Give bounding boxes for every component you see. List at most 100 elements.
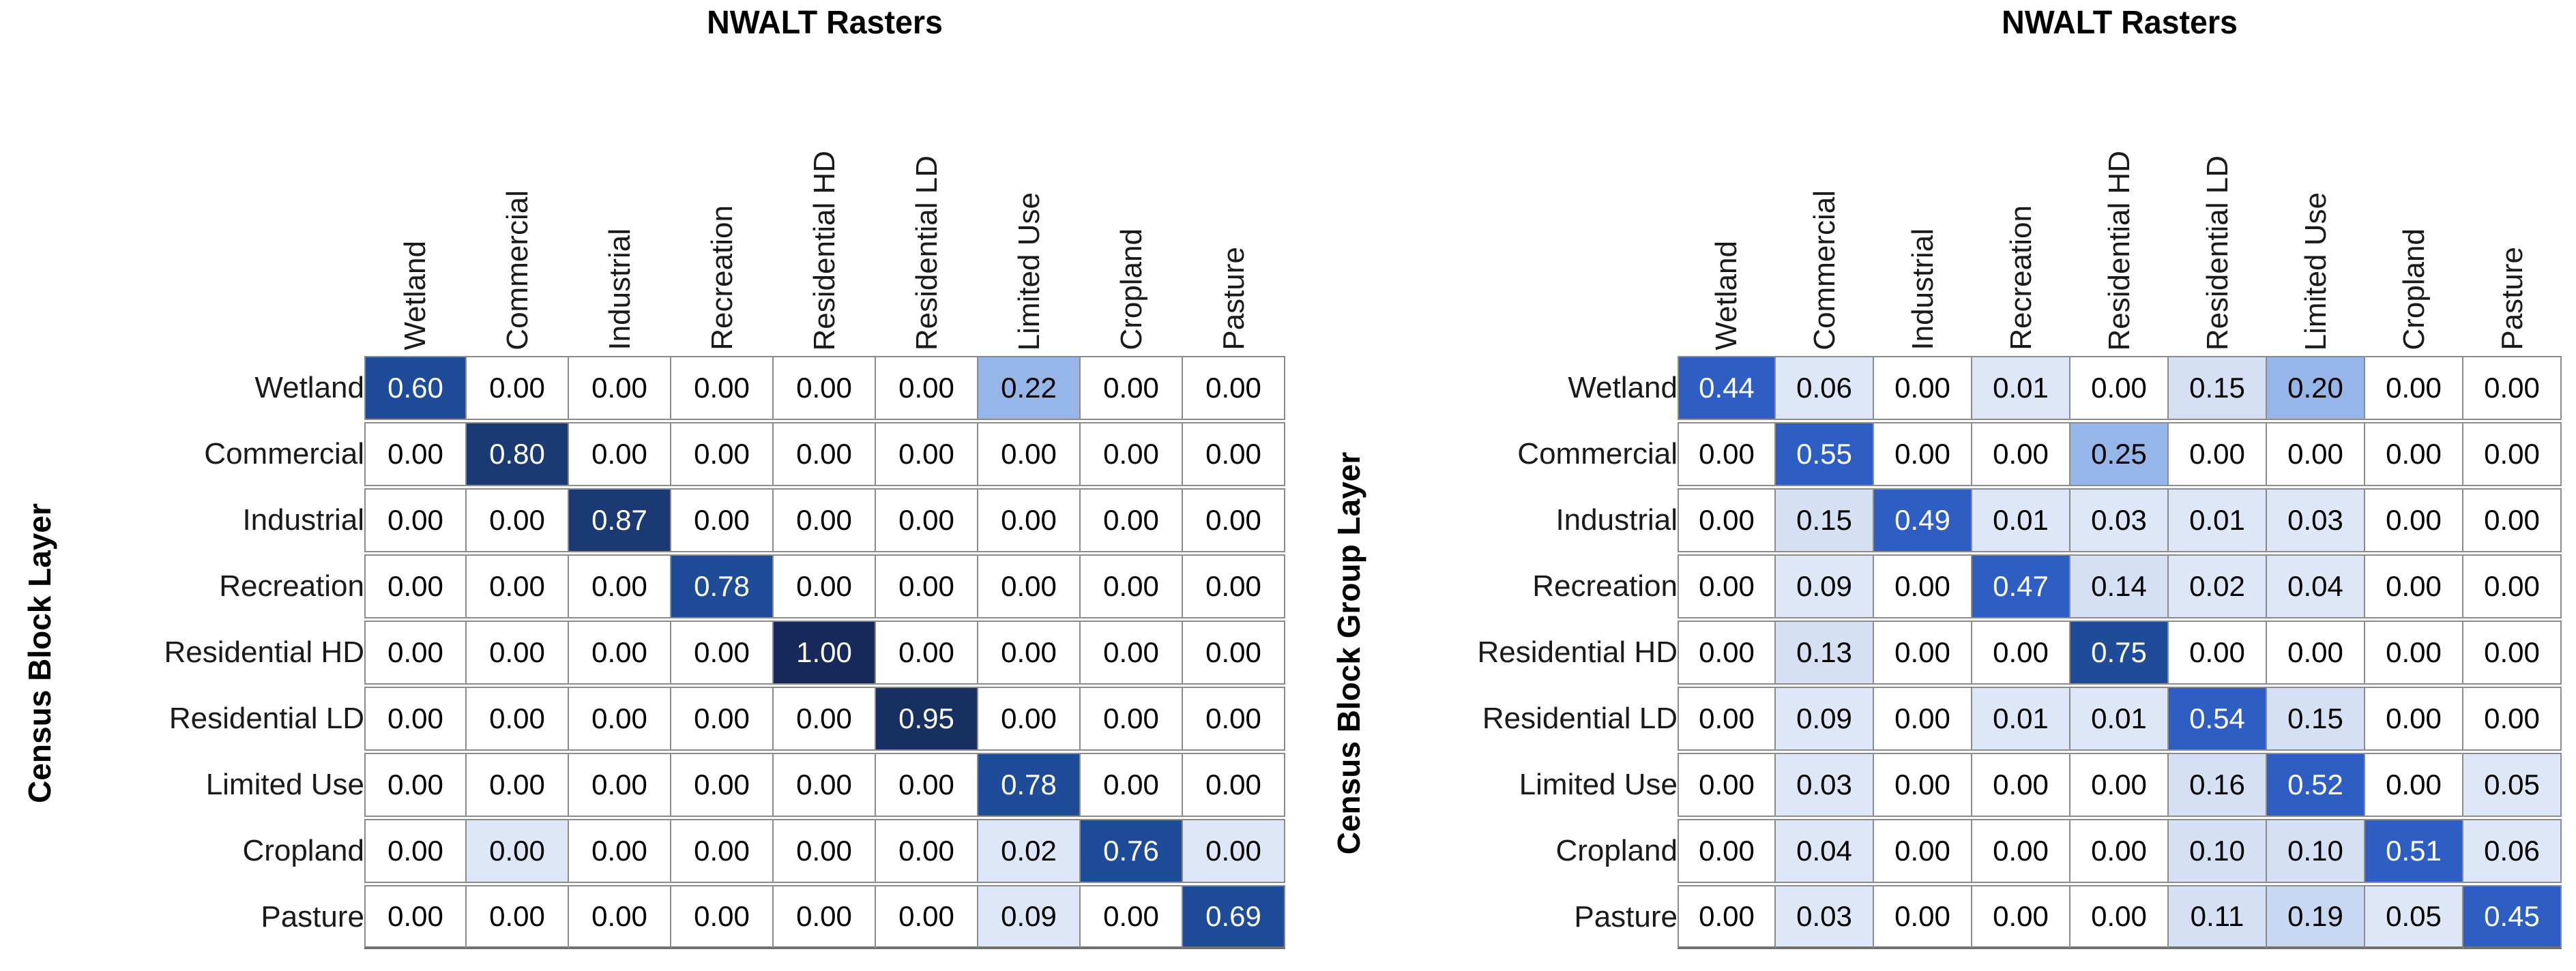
row-label: Residential HD — [164, 636, 364, 669]
row-label: Industrial — [242, 503, 364, 537]
column-label: Recreation — [2004, 205, 2038, 350]
matrix-cell: 0.00 — [1183, 753, 1285, 817]
matrix-cell: 0.47 — [1972, 554, 2070, 618]
column-label-cell: Pasture — [1183, 65, 1285, 354]
matrix-cell: 0.00 — [978, 488, 1081, 552]
matrix-cell: 0.60 — [364, 356, 467, 420]
matrix-cell: 0.22 — [978, 356, 1081, 420]
matrix-cell: 0.00 — [1678, 687, 1776, 751]
matrix-cell: 0.00 — [671, 885, 774, 949]
matrix-cell: 0.00 — [1972, 422, 2070, 486]
matrix-cell: 0.00 — [1183, 488, 1285, 552]
matrix-cell: 0.09 — [1776, 687, 1874, 751]
matrix-cell: 0.00 — [2365, 753, 2463, 817]
matrix-cell: 0.00 — [774, 819, 876, 883]
matrix-cell: 0.00 — [1081, 356, 1183, 420]
matrix-cell: 0.01 — [1972, 488, 2070, 552]
matrix-cell: 0.00 — [1678, 819, 1776, 883]
matrix-cell: 0.00 — [364, 488, 467, 552]
column-label-cell: Wetland — [1678, 65, 1776, 354]
matrix-cell: 0.15 — [1776, 488, 1874, 552]
row-label: Limited Use — [1519, 768, 1678, 801]
matrix-cell: 0.00 — [2463, 687, 2562, 751]
corner-spacer — [1368, 65, 1678, 354]
matrix-cell: 0.00 — [1678, 554, 1776, 618]
confusion-matrix-census-block: NWALT Rasters Census Block Layer Wetland… — [22, 5, 1285, 951]
matrix-cell: 0.80 — [467, 422, 569, 486]
matrix-cell: 0.02 — [2169, 554, 2267, 618]
matrix-cell: 0.01 — [2169, 488, 2267, 552]
column-label: Industrial — [602, 228, 636, 350]
heatmap-table: Wetland Commercial Industrial Recreation Res… — [61, 63, 1285, 951]
matrix-cell: 0.00 — [1183, 422, 1285, 486]
matrix-cell: 0.06 — [2463, 819, 2562, 883]
matrix-cell: 0.00 — [1972, 621, 2070, 685]
matrix-cell: 0.00 — [876, 356, 978, 420]
matrix-cell: 0.00 — [876, 488, 978, 552]
matrix-cell: 0.00 — [774, 687, 876, 751]
matrix-row: Commercial 0.00 0.55 0.00 0.00 0.25 0.00 0.00 0.… — [1368, 422, 2562, 486]
row-label: Residential HD — [1477, 636, 1678, 669]
matrix-row: Pasture 0.00 0.03 0.00 0.00 0.00 0.11 0.19 0.05 0… — [1368, 885, 2562, 949]
matrix-cell: 0.00 — [774, 753, 876, 817]
matrix-row: Cropland 0.00 0.00 0.00 0.00 0.00 0.00 0.02 0.76… — [61, 819, 1285, 883]
matrix-cell: 0.00 — [2365, 488, 2463, 552]
matrix-cell: 0.10 — [2267, 819, 2365, 883]
matrix-cell: 0.11 — [2169, 885, 2267, 949]
matrix-cell: 0.00 — [876, 753, 978, 817]
matrix-row: Residential LD 0.00 0.00 0.00 0.00 0.00 0.95 0.… — [61, 687, 1285, 751]
matrix-cell: 0.00 — [978, 621, 1081, 685]
matrix-cell: 0.03 — [1776, 885, 1874, 949]
column-label-cell: Recreation — [671, 65, 774, 354]
matrix-cell: 0.00 — [467, 753, 569, 817]
y-axis-title: Census Block Layer — [22, 503, 57, 803]
row-label: Commercial — [1517, 437, 1678, 470]
row-label: Recreation — [219, 569, 364, 603]
matrix-cell: 0.00 — [2463, 488, 2562, 552]
heatmap-table: Wetland Commercial Industrial Recreation Res… — [1368, 63, 2562, 951]
matrix-cell: 0.00 — [1678, 488, 1776, 552]
matrix-cell: 0.00 — [671, 356, 774, 420]
matrix-cell: 1.00 — [774, 621, 876, 685]
matrix-cell: 0.69 — [1183, 885, 1285, 949]
matrix-cell: 0.03 — [2070, 488, 2169, 552]
matrix-cell: 0.00 — [2463, 621, 2562, 685]
row-label: Cropland — [242, 834, 364, 867]
column-label: Pasture — [2495, 247, 2529, 350]
matrix-cell: 0.00 — [2365, 621, 2463, 685]
matrix-cell: 0.13 — [1776, 621, 1874, 685]
row-label: Wetland — [254, 371, 364, 404]
column-label-cell: Industrial — [569, 65, 671, 354]
matrix-cell: 0.00 — [774, 422, 876, 486]
matrix-cell: 0.95 — [876, 687, 978, 751]
column-label-cell: Limited Use — [2267, 65, 2365, 354]
column-label-cell: Residential HD — [2070, 65, 2169, 354]
matrix-row: Limited Use 0.00 0.03 0.00 0.00 0.00 0.16 0.52 0… — [1368, 753, 2562, 817]
column-label: Recreation — [705, 205, 739, 350]
column-label-cell: Residential LD — [876, 65, 978, 354]
column-label-cell: Commercial — [467, 65, 569, 354]
row-label: Recreation — [1532, 569, 1678, 603]
matrix-row: Industrial 0.00 0.15 0.49 0.01 0.03 0.01 0.03 0.… — [1368, 488, 2562, 552]
matrix-cell: 0.00 — [364, 422, 467, 486]
matrix-cell: 0.00 — [1874, 885, 1972, 949]
matrix-cell: 0.00 — [671, 753, 774, 817]
matrix-cell: 0.06 — [1776, 356, 1874, 420]
matrix-cell: 0.01 — [1972, 356, 2070, 420]
matrix-cell: 0.00 — [364, 554, 467, 618]
matrix-cell: 0.02 — [978, 819, 1081, 883]
matrix-row: Pasture 0.00 0.00 0.00 0.00 0.00 0.00 0.09 0.00 0… — [61, 885, 1285, 949]
matrix-cell: 0.00 — [1874, 422, 1972, 486]
matrix-cell: 0.16 — [2169, 753, 2267, 817]
matrix-cell: 0.76 — [1081, 819, 1183, 883]
matrix-cell: 0.19 — [2267, 885, 2365, 949]
matrix-cell: 0.00 — [774, 554, 876, 618]
matrix-cell: 0.00 — [569, 885, 671, 949]
matrix-cell: 0.14 — [2070, 554, 2169, 618]
matrix-cell: 0.04 — [2267, 554, 2365, 618]
x-axis-title: NWALT Rasters — [707, 5, 943, 41]
matrix-cell: 0.00 — [2365, 356, 2463, 420]
column-label: Commercial — [500, 190, 534, 350]
matrix-row: Wetland 0.44 0.06 0.00 0.01 0.00 0.15 0.20 0.00 0… — [1368, 356, 2562, 420]
matrix-cell: 0.10 — [2169, 819, 2267, 883]
